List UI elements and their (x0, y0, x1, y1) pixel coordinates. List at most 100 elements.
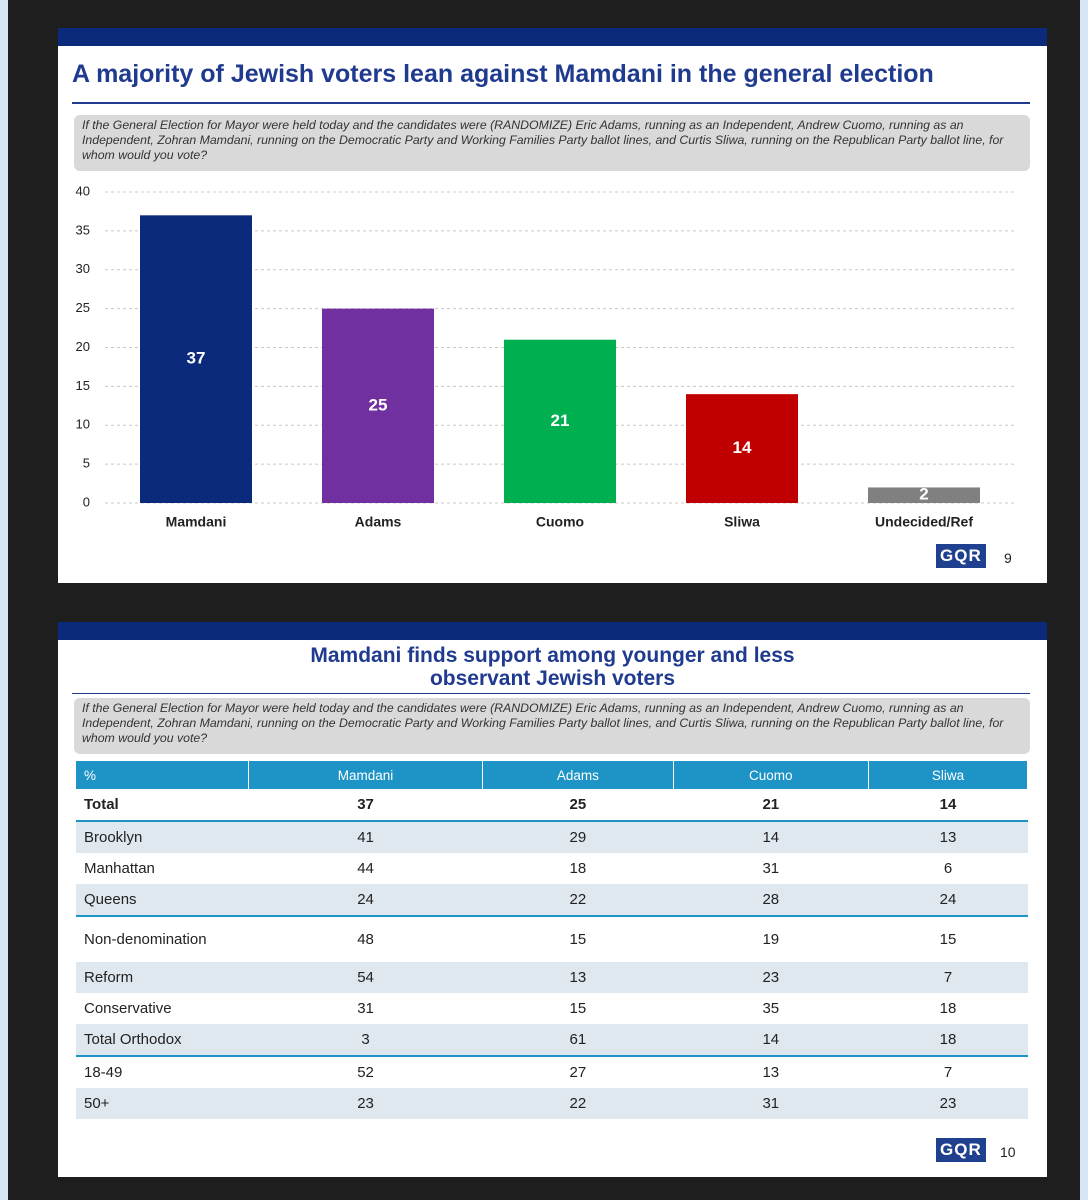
bar (140, 215, 252, 503)
table-cell: 24 (868, 884, 1028, 916)
y-tick-label: 25 (76, 300, 90, 315)
table-row: 50+ 23 22 31 23 (76, 1088, 1028, 1119)
table-cell: Queens (76, 884, 249, 916)
y-tick-label: 15 (76, 378, 90, 393)
header-cell: Mamdani (248, 761, 484, 789)
table-cell: Reform (76, 962, 249, 993)
table-cell: 14 (673, 1024, 869, 1056)
value-label: 25 (369, 395, 388, 414)
table-cell: 41 (248, 820, 483, 853)
table-cell: 22 (482, 884, 674, 916)
table-cell: 18 (569, 860, 587, 877)
x-tick-label: Mamdani (166, 514, 227, 530)
table-cell: 28 (673, 884, 869, 916)
table-cell: 27 (482, 1055, 674, 1088)
y-tick-label: 40 (76, 183, 90, 198)
header-row: % Mamdani Adams Cuomo Sliwa (76, 761, 1029, 789)
header-cell: Cuomo (673, 761, 869, 789)
chart-title: A majority of Jewish voters lean against… (72, 60, 934, 88)
table-cell: 18 (939, 1000, 957, 1017)
y-tick-label: 0 (83, 494, 90, 509)
bar (504, 339, 616, 503)
y-tick-label: 10 (76, 417, 90, 432)
table-cell: 18 (868, 1024, 1028, 1056)
table-cell: 15 (482, 915, 674, 962)
table-cell: 29 (482, 820, 674, 853)
table-cell: 50+ (76, 1088, 249, 1119)
table-cell: 22 (482, 1088, 674, 1119)
header-cell: Sliwa (868, 761, 1029, 789)
table-row: Conservative 31 15 35 18 (76, 993, 1028, 1024)
table-cell: Total (84, 796, 119, 813)
x-tick-label: Sliwa (724, 514, 760, 530)
table-cell: 25 (569, 796, 587, 813)
logo: GQR (936, 544, 986, 568)
page-number: 9 (1004, 550, 1012, 566)
x-tick-label: Adams (355, 514, 402, 530)
edge (0, 0, 8, 1200)
table-cell: 7 (868, 962, 1028, 993)
table-cell: Brooklyn (76, 820, 249, 853)
table-row: 18-49 52 27 13 7 (76, 1055, 1028, 1088)
bar (686, 394, 798, 503)
value-label: 21 (551, 411, 570, 430)
table-row: Queens 24 22 28 24 (76, 884, 1028, 916)
table-row: Total 37 25 21 14 (76, 789, 1028, 821)
table-cell: 18-49 (76, 1055, 249, 1088)
table-cell: 24 (248, 884, 483, 916)
table-cell: 19 (673, 915, 869, 962)
table-cell: 14 (673, 820, 869, 853)
title-line: observant Jewish voters (429, 667, 676, 690)
header-cell: % (76, 761, 249, 789)
value-label: 2 (919, 485, 928, 504)
table-cell: 23 (868, 1088, 1028, 1119)
bar (868, 487, 980, 503)
y-tick-label: 5 (83, 456, 90, 471)
y-tick-label: 20 (76, 339, 90, 354)
edge (1080, 0, 1088, 1200)
table-cell: 23 (673, 962, 869, 993)
title-rule (72, 102, 1030, 104)
table-cell: 13 (868, 820, 1028, 853)
table-row: Brooklyn 41 29 14 13 (76, 820, 1028, 853)
header-bar (58, 28, 1047, 46)
bar (322, 308, 434, 503)
table-row: Total Orthodox 3 61 14 18 (76, 1024, 1028, 1056)
table-cell: Non-denomination (76, 915, 249, 962)
table-cell: Total Orthodox (76, 1024, 249, 1056)
slide-table: Mamdani finds support among younger and … (58, 622, 1047, 1177)
table-cell: 31 (762, 860, 780, 877)
question: If the General Election for Mayor were h… (74, 698, 1030, 754)
table-cell: 52 (248, 1055, 483, 1088)
value-label: 14 (733, 438, 752, 457)
header-bar (58, 622, 1047, 640)
logo: GQR (936, 1138, 986, 1162)
header-cell: Adams (482, 761, 674, 789)
table-title: Mamdani finds support among younger and … (58, 644, 1047, 690)
table: % Mamdani Adams Cuomo Sliwa Total 37 25 21 14 Broo… (76, 761, 1029, 1119)
slide-chart: A majority of Jewish voters lean against… (58, 28, 1047, 583)
table-cell: 6 (943, 860, 953, 877)
table-cell: 31 (673, 1088, 869, 1119)
table-cell: 31 (357, 1000, 374, 1017)
table-cell: 3 (248, 1024, 483, 1056)
table-cell: 44 (357, 860, 374, 877)
question: If the General Election for Mayor were h… (74, 115, 1030, 171)
table-row: Manhattan 44 18 31 6 (76, 853, 1028, 884)
title-rule (72, 693, 1030, 694)
y-tick-label: 30 (76, 261, 90, 276)
table-cell: 54 (248, 962, 483, 993)
table-cell: 61 (482, 1024, 674, 1056)
table-cell: Conservative (84, 1000, 172, 1017)
table-cell: 7 (868, 1055, 1028, 1088)
x-tick-label: Cuomo (536, 514, 584, 530)
table-cell: 13 (673, 1055, 869, 1088)
table-cell: 23 (248, 1088, 483, 1119)
x-tick-label: Undecided/Ref (875, 514, 973, 530)
title-line: Mamdani finds support among younger and … (310, 644, 795, 667)
y-tick-label: 35 (76, 222, 90, 237)
table-row: Non-denomination 48 15 19 15 (76, 915, 1028, 962)
table-cell: 13 (482, 962, 674, 993)
table-cell: 21 (762, 796, 780, 813)
